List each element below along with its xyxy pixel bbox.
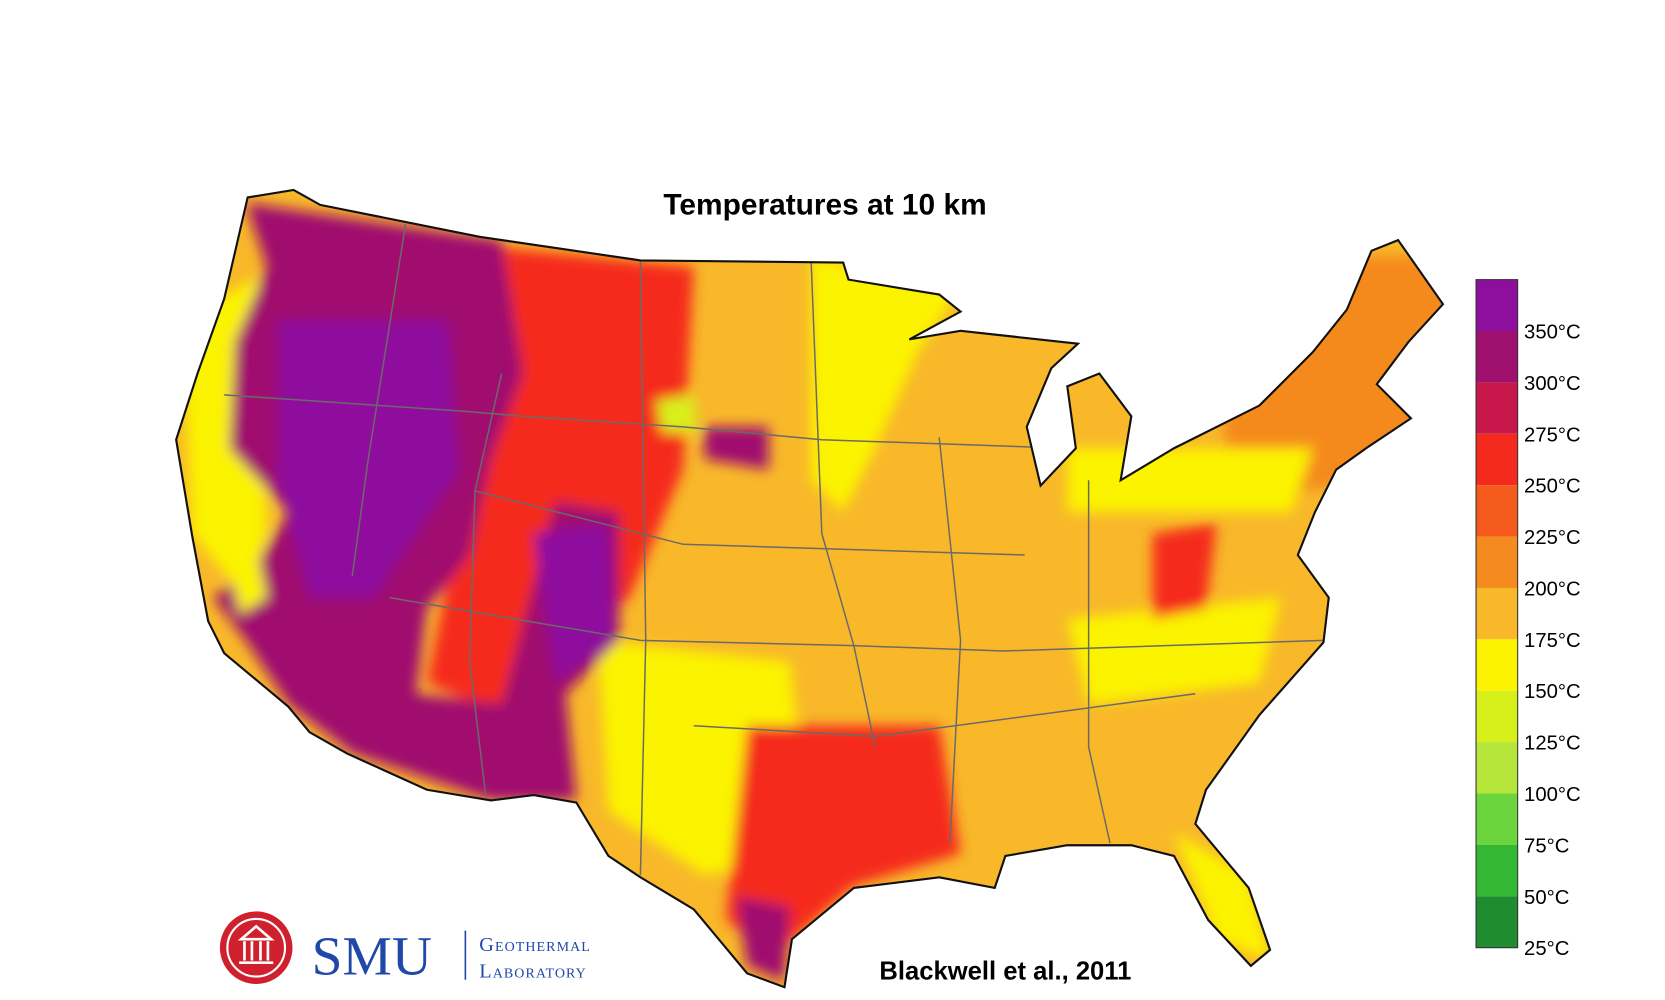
legend-swatch [1476,793,1518,845]
legend-swatch [1476,382,1518,434]
logo-ring [226,917,287,978]
zone [208,469,267,614]
legend-label: 175°C [1524,630,1581,652]
legend-label: 250°C [1524,476,1581,498]
logo-line2: Laboratory [479,961,587,983]
legend-swatch [1476,587,1518,640]
legend-label: 100°C [1524,784,1581,806]
color-legend: 350°C 300°C 275°C 250°C 225°C 200°C 175°C 150°C… [1475,279,1581,960]
legend-label: 125°C [1524,733,1581,755]
legend-swatch [1476,690,1518,743]
legend-label: 200°C [1524,578,1581,600]
map-title: Temperatures at 10 km [663,189,986,222]
legend-label: 25°C [1524,938,1569,960]
legend-swatch [1476,844,1518,897]
legend-swatch [1476,536,1518,588]
zone [725,725,961,961]
logo-line1: Geothermal [479,934,591,956]
logo-seal [219,911,293,984]
logo-name: SMU [312,926,432,987]
zone [736,896,790,982]
zone [704,426,769,470]
legend-swatch [1476,639,1518,691]
legend-label: 75°C [1524,835,1569,857]
zone [811,256,961,513]
legend-swatch [1476,279,1518,332]
zone [1174,832,1271,961]
zone [1067,448,1313,513]
legend-label: 225°C [1524,527,1581,549]
legend-frame [1475,279,1519,949]
legend-swatch [1476,485,1518,537]
legend-swatch [1476,896,1518,948]
legend-swatch [1476,742,1518,794]
legend-label: 300°C [1524,373,1581,395]
smu-logo: SMU Geothermal Laboratory [219,911,591,987]
credit: Blackwell et al., 2011 [879,958,1131,986]
legend-label: 275°C [1524,424,1581,446]
zone [1152,522,1217,619]
state-borders [224,224,1324,876]
logo-building [237,924,275,964]
legend-swatch [1476,433,1518,486]
heat-map [176,189,1443,988]
us-outline [175,188,1445,989]
zone [533,522,614,684]
zone [1067,597,1281,705]
legend-swatch [1476,331,1518,383]
legend-label: 150°C [1524,681,1581,703]
zone [656,394,696,433]
legend-label: 350°C [1524,321,1581,343]
legend-label: 50°C [1524,887,1569,909]
